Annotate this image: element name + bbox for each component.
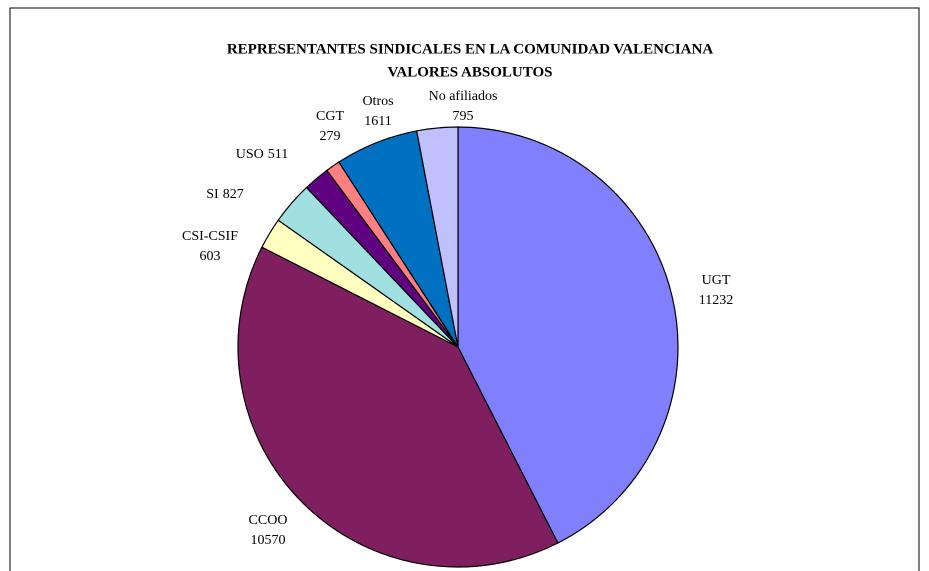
slice-label: USO 511 — [236, 147, 289, 162]
value-label: 10570 — [251, 533, 286, 548]
category-label: USO — [236, 147, 264, 162]
value-label: 603 — [200, 249, 221, 264]
category-label: UGT — [702, 273, 731, 288]
category-label: Otros — [362, 94, 393, 109]
chart-subtitle: VALORES ABSOLUTOS — [388, 64, 553, 80]
pie-slice — [237, 246, 559, 568]
category-label: CCOO — [249, 513, 288, 528]
category-label: No afiliados — [429, 89, 498, 104]
value-label: 827 — [223, 187, 244, 202]
category-label: SI — [206, 187, 219, 202]
category-label: CSI-CSIF — [182, 229, 238, 244]
value-label: 511 — [268, 147, 288, 162]
pie-slice — [457, 126, 679, 544]
category-label: CGT — [316, 109, 344, 124]
slice-label: SI 827 — [206, 187, 243, 202]
value-label: 795 — [453, 109, 474, 124]
value-label: 279 — [320, 129, 341, 144]
chart-title: REPRESENTANTES SINDICALES EN LA COMUNIDA… — [227, 41, 714, 57]
value-label: 1611 — [364, 114, 391, 129]
value-label: 11232 — [699, 293, 733, 308]
pie-slice — [415, 126, 459, 348]
